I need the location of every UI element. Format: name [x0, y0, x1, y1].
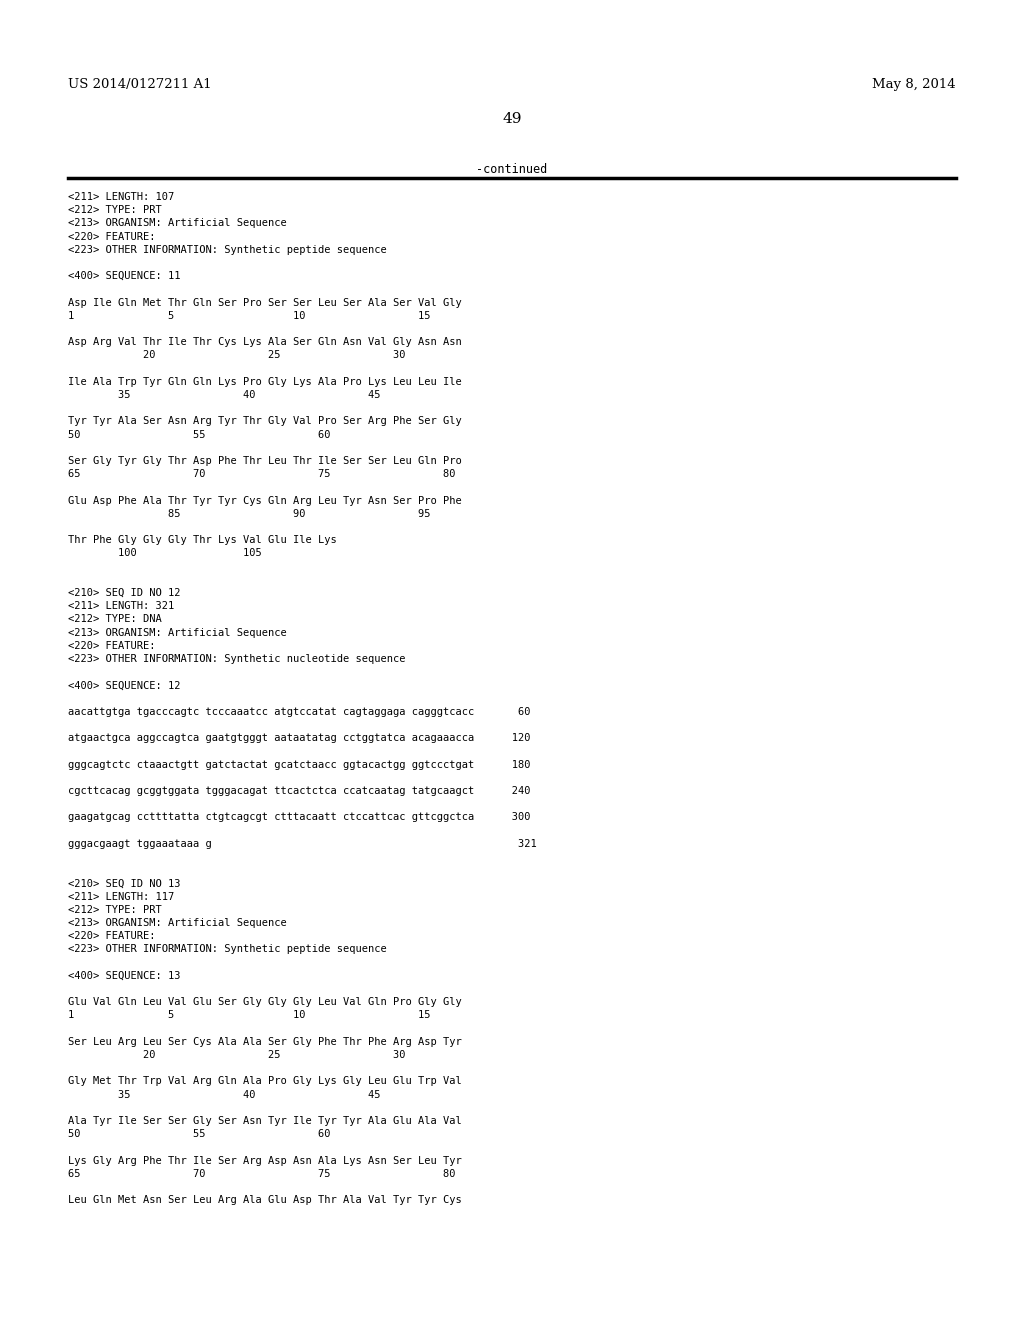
Text: <210> SEQ ID NO 13: <210> SEQ ID NO 13 — [68, 878, 180, 888]
Text: <211> LENGTH: 321: <211> LENGTH: 321 — [68, 601, 174, 611]
Text: 1               5                   10                  15: 1 5 10 15 — [68, 310, 430, 321]
Text: <213> ORGANISM: Artificial Sequence: <213> ORGANISM: Artificial Sequence — [68, 627, 287, 638]
Text: Glu Asp Phe Ala Thr Tyr Tyr Cys Gln Arg Leu Tyr Asn Ser Pro Phe: Glu Asp Phe Ala Thr Tyr Tyr Cys Gln Arg … — [68, 495, 462, 506]
Text: cgcttcacag gcggtggata tgggacagat ttcactctca ccatcaatag tatgcaagct      240: cgcttcacag gcggtggata tgggacagat ttcactc… — [68, 785, 530, 796]
Text: Thr Phe Gly Gly Gly Thr Lys Val Glu Ile Lys: Thr Phe Gly Gly Gly Thr Lys Val Glu Ile … — [68, 535, 337, 545]
Text: <211> LENGTH: 107: <211> LENGTH: 107 — [68, 191, 174, 202]
Text: Tyr Tyr Ala Ser Asn Arg Tyr Thr Gly Val Pro Ser Arg Phe Ser Gly: Tyr Tyr Ala Ser Asn Arg Tyr Thr Gly Val … — [68, 416, 462, 426]
Text: US 2014/0127211 A1: US 2014/0127211 A1 — [68, 78, 212, 91]
Text: <220> FEATURE:: <220> FEATURE: — [68, 640, 156, 651]
Text: May 8, 2014: May 8, 2014 — [872, 78, 956, 91]
Text: <220> FEATURE:: <220> FEATURE: — [68, 231, 156, 242]
Text: 49: 49 — [502, 112, 522, 125]
Text: Gly Met Thr Trp Val Arg Gln Ala Pro Gly Lys Gly Leu Glu Trp Val: Gly Met Thr Trp Val Arg Gln Ala Pro Gly … — [68, 1076, 462, 1086]
Text: <210> SEQ ID NO 12: <210> SEQ ID NO 12 — [68, 587, 180, 598]
Text: gggcagtctc ctaaactgtt gatctactat gcatctaacc ggtacactgg ggtccctgat      180: gggcagtctc ctaaactgtt gatctactat gcatcta… — [68, 759, 530, 770]
Text: <223> OTHER INFORMATION: Synthetic nucleotide sequence: <223> OTHER INFORMATION: Synthetic nucle… — [68, 653, 406, 664]
Text: <400> SEQUENCE: 13: <400> SEQUENCE: 13 — [68, 970, 180, 981]
Text: Lys Gly Arg Phe Thr Ile Ser Arg Asp Asn Ala Lys Asn Ser Leu Tyr: Lys Gly Arg Phe Thr Ile Ser Arg Asp Asn … — [68, 1155, 462, 1166]
Text: gaagatgcag ccttttatta ctgtcagcgt ctttacaatt ctccattcac gttcggctca      300: gaagatgcag ccttttatta ctgtcagcgt ctttaca… — [68, 812, 530, 822]
Text: <211> LENGTH: 117: <211> LENGTH: 117 — [68, 891, 174, 902]
Text: <220> FEATURE:: <220> FEATURE: — [68, 931, 156, 941]
Text: <212> TYPE: DNA: <212> TYPE: DNA — [68, 614, 162, 624]
Text: 50                  55                  60: 50 55 60 — [68, 1129, 331, 1139]
Text: <212> TYPE: PRT: <212> TYPE: PRT — [68, 904, 162, 915]
Text: 50                  55                  60: 50 55 60 — [68, 429, 331, 440]
Text: 65                  70                  75                  80: 65 70 75 80 — [68, 1168, 456, 1179]
Text: 20                  25                  30: 20 25 30 — [68, 1049, 406, 1060]
Text: <400> SEQUENCE: 11: <400> SEQUENCE: 11 — [68, 271, 180, 281]
Text: -continued: -continued — [476, 162, 548, 176]
Text: <212> TYPE: PRT: <212> TYPE: PRT — [68, 205, 162, 215]
Text: Ser Gly Tyr Gly Thr Asp Phe Thr Leu Thr Ile Ser Ser Leu Gln Pro: Ser Gly Tyr Gly Thr Asp Phe Thr Leu Thr … — [68, 455, 462, 466]
Text: aacattgtga tgacccagtc tcccaaatcc atgtccatat cagtaggaga cagggtcacc       60: aacattgtga tgacccagtc tcccaaatcc atgtcca… — [68, 706, 530, 717]
Text: <223> OTHER INFORMATION: Synthetic peptide sequence: <223> OTHER INFORMATION: Synthetic pepti… — [68, 244, 387, 255]
Text: 35                  40                  45: 35 40 45 — [68, 1089, 381, 1100]
Text: 1               5                   10                  15: 1 5 10 15 — [68, 1010, 430, 1020]
Text: Ala Tyr Ile Ser Ser Gly Ser Asn Tyr Ile Tyr Tyr Ala Glu Ala Val: Ala Tyr Ile Ser Ser Gly Ser Asn Tyr Ile … — [68, 1115, 462, 1126]
Text: 100                 105: 100 105 — [68, 548, 262, 558]
Text: gggacgaagt tggaaataaa g                                                 321: gggacgaagt tggaaataaa g 321 — [68, 838, 537, 849]
Text: atgaactgca aggccagtca gaatgtgggt aataatatag cctggtatca acagaaacca      120: atgaactgca aggccagtca gaatgtgggt aataata… — [68, 733, 530, 743]
Text: Leu Gln Met Asn Ser Leu Arg Ala Glu Asp Thr Ala Val Tyr Tyr Cys: Leu Gln Met Asn Ser Leu Arg Ala Glu Asp … — [68, 1195, 462, 1205]
Text: Asp Ile Gln Met Thr Gln Ser Pro Ser Ser Leu Ser Ala Ser Val Gly: Asp Ile Gln Met Thr Gln Ser Pro Ser Ser … — [68, 297, 462, 308]
Text: Ile Ala Trp Tyr Gln Gln Lys Pro Gly Lys Ala Pro Lys Leu Leu Ile: Ile Ala Trp Tyr Gln Gln Lys Pro Gly Lys … — [68, 376, 462, 387]
Text: 35                  40                  45: 35 40 45 — [68, 389, 381, 400]
Text: <213> ORGANISM: Artificial Sequence: <213> ORGANISM: Artificial Sequence — [68, 917, 287, 928]
Text: <223> OTHER INFORMATION: Synthetic peptide sequence: <223> OTHER INFORMATION: Synthetic pepti… — [68, 944, 387, 954]
Text: Glu Val Gln Leu Val Glu Ser Gly Gly Gly Leu Val Gln Pro Gly Gly: Glu Val Gln Leu Val Glu Ser Gly Gly Gly … — [68, 997, 462, 1007]
Text: 65                  70                  75                  80: 65 70 75 80 — [68, 469, 456, 479]
Text: <400> SEQUENCE: 12: <400> SEQUENCE: 12 — [68, 680, 180, 690]
Text: 85                  90                  95: 85 90 95 — [68, 508, 430, 519]
Text: Asp Arg Val Thr Ile Thr Cys Lys Ala Ser Gln Asn Val Gly Asn Asn: Asp Arg Val Thr Ile Thr Cys Lys Ala Ser … — [68, 337, 462, 347]
Text: Ser Leu Arg Leu Ser Cys Ala Ala Ser Gly Phe Thr Phe Arg Asp Tyr: Ser Leu Arg Leu Ser Cys Ala Ala Ser Gly … — [68, 1036, 462, 1047]
Text: <213> ORGANISM: Artificial Sequence: <213> ORGANISM: Artificial Sequence — [68, 218, 287, 228]
Text: 20                  25                  30: 20 25 30 — [68, 350, 406, 360]
